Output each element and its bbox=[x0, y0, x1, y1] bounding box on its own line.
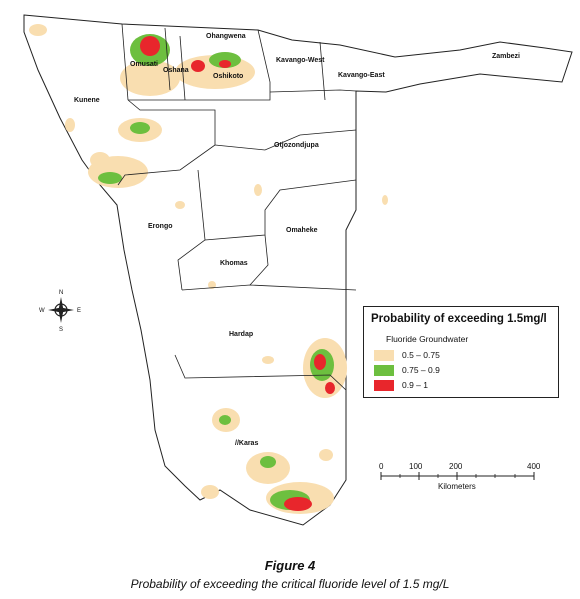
label-erongo: Erongo bbox=[148, 223, 173, 230]
label-otjozondjupa: Otjozondjupa bbox=[274, 142, 319, 149]
scale-unit: Kilometers bbox=[438, 482, 476, 491]
label-zambezi: Zambezi bbox=[492, 53, 520, 60]
legend-title: Probability of exceeding 1.5mg/l bbox=[371, 313, 547, 325]
compass-s: S bbox=[59, 327, 63, 333]
compass-w: W bbox=[39, 308, 45, 314]
scale-tick-400: 400 bbox=[527, 462, 541, 471]
label-oshana: Oshana bbox=[163, 67, 189, 74]
label-ohangwena: Ohangwena bbox=[206, 33, 246, 40]
label-kavango-west: Kavango-West bbox=[276, 57, 325, 64]
figure-caption: Probability of exceeding the critical fl… bbox=[130, 577, 450, 591]
legend-swatch-mid bbox=[374, 365, 394, 376]
country-outline bbox=[23, 14, 573, 526]
compass-e: E bbox=[77, 308, 81, 314]
label-khomas: Khomas bbox=[220, 260, 248, 267]
label-kunene: Kunene bbox=[74, 97, 100, 104]
legend-label-mid: 0.75 – 0.9 bbox=[402, 365, 440, 375]
scale-bar: 0 100 200 400 Kilometers bbox=[379, 462, 541, 491]
legend-swatch-low bbox=[374, 350, 394, 361]
legend-subtitle: Fluoride Groundwater bbox=[386, 334, 469, 344]
scale-tick-200: 200 bbox=[449, 462, 463, 471]
label-oshikoto: Oshikoto bbox=[213, 73, 243, 80]
scale-tick-0: 0 bbox=[379, 462, 384, 471]
legend: Probability of exceeding 1.5mg/l Fluorid… bbox=[363, 306, 559, 398]
label-hardap: Hardap bbox=[229, 331, 253, 338]
legend-label-low: 0.5 – 0.75 bbox=[402, 350, 440, 360]
legend-label-high: 0.9 – 1 bbox=[402, 380, 428, 390]
legend-swatch-high bbox=[374, 380, 394, 391]
label-omusati: Omusati bbox=[130, 61, 158, 68]
probability-high-patches bbox=[140, 36, 335, 511]
label-karas: //Karas bbox=[235, 440, 258, 447]
figure-number: Figure 4 bbox=[264, 558, 316, 573]
label-kavango-east: Kavango-East bbox=[338, 72, 385, 79]
region-boundaries bbox=[117, 23, 357, 391]
compass-rose: N S E W bbox=[39, 290, 81, 333]
namibia-map: Kunene Omusati Oshana Ohangwena Oshikoto… bbox=[23, 14, 573, 526]
label-omaheke: Omaheke bbox=[286, 227, 318, 234]
compass-n: N bbox=[59, 290, 63, 296]
scale-tick-100: 100 bbox=[409, 462, 423, 471]
probability-low-patches bbox=[29, 24, 388, 514]
